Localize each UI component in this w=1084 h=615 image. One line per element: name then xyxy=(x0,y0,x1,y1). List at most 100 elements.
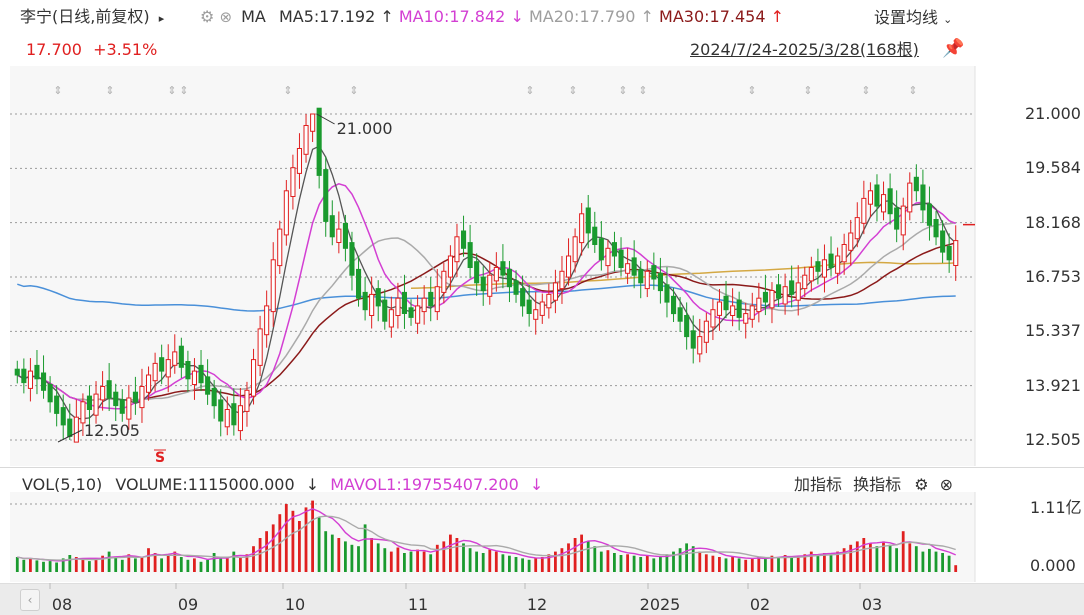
candle-body xyxy=(644,270,650,290)
settings-ma-label: 设置均线 xyxy=(874,8,939,27)
volume-bar xyxy=(22,559,26,572)
ma10-arrow: ↓ xyxy=(510,7,524,26)
volume-bar xyxy=(29,558,32,572)
volume-bar xyxy=(107,551,111,572)
x-tick-label: 10 xyxy=(284,595,306,614)
volume-bar xyxy=(501,554,505,572)
vol-label[interactable]: VOL(5,10) xyxy=(22,475,103,494)
volume-bar xyxy=(15,557,19,572)
y-tick-label: 12.505 xyxy=(1025,430,1081,449)
volume-bar xyxy=(488,549,492,572)
candle-body xyxy=(126,397,132,420)
candle-body xyxy=(47,384,53,403)
volume-bar xyxy=(855,541,859,572)
gear-icon[interactable]: ⚙ xyxy=(200,7,215,26)
candle-body xyxy=(500,261,506,276)
add-indicator-button[interactable]: 加指标 xyxy=(794,475,843,494)
mavol5-line xyxy=(17,508,956,562)
candle-body xyxy=(776,284,782,299)
volume-bar xyxy=(114,557,118,572)
volume-bar xyxy=(711,555,715,572)
event-marker-icon: ⇕ xyxy=(638,84,647,97)
volume-bar xyxy=(252,546,255,572)
volume-bar xyxy=(68,555,72,572)
volume-bar xyxy=(547,554,551,572)
close-circle-icon[interactable]: ⊗ xyxy=(219,8,233,26)
volume-bar xyxy=(193,558,196,572)
volume-bar xyxy=(88,561,91,572)
gear-icon[interactable]: ⚙ xyxy=(914,475,929,494)
candle-body xyxy=(861,197,867,224)
candle-body xyxy=(296,148,302,174)
candle-body xyxy=(874,184,880,207)
candle-body xyxy=(67,418,73,437)
volume-bar xyxy=(849,544,853,572)
volume-chart[interactable] xyxy=(0,492,1084,582)
candle-body xyxy=(566,255,572,278)
volume-bar xyxy=(468,548,472,572)
candle-body xyxy=(671,295,677,315)
volume-bar xyxy=(120,559,124,572)
volume-bar xyxy=(764,558,767,572)
volume-plot-area xyxy=(10,492,975,582)
x-tick-label: 12 xyxy=(526,595,548,614)
y-tick-label: 19.584 xyxy=(1025,158,1081,178)
event-marker-icon: ⇕ xyxy=(525,84,534,97)
candle-body xyxy=(854,217,860,240)
candle-body xyxy=(434,286,440,313)
candle-body xyxy=(579,213,585,244)
mavol10-line xyxy=(17,515,956,561)
candle-body xyxy=(762,291,769,303)
ma20-arrow: ↑ xyxy=(640,7,654,26)
close-circle-icon[interactable]: ⊗ xyxy=(939,475,954,494)
average-cost-line xyxy=(410,261,956,290)
volume-bar xyxy=(619,555,623,572)
volume-bar xyxy=(357,546,360,572)
candle-body xyxy=(867,190,874,205)
volume-bar xyxy=(271,524,275,572)
volume-bar xyxy=(882,541,885,572)
candle-body xyxy=(480,276,486,292)
ma-label: MA xyxy=(241,7,266,26)
period-label[interactable]: (日线,前复权) xyxy=(52,7,150,26)
volume-bar xyxy=(396,547,400,572)
x-axis-bar[interactable] xyxy=(0,583,1084,615)
candle-body xyxy=(539,301,545,316)
ma10-value: MA10:17.842 xyxy=(398,7,506,26)
ma30-value: MA30:17.454 xyxy=(659,7,766,26)
candle-body xyxy=(703,320,709,343)
candle-body xyxy=(572,236,578,263)
volume-bar xyxy=(179,557,183,572)
date-range[interactable]: 2024/7/24-2025/3/28(168根) xyxy=(690,40,919,59)
candle-body xyxy=(736,299,742,318)
candle-body xyxy=(638,268,644,284)
candle-body xyxy=(93,393,99,416)
volume-bar xyxy=(921,551,925,572)
volume-bar xyxy=(560,548,564,572)
candle-body xyxy=(533,309,539,320)
stock-name[interactable]: 李宁 xyxy=(20,7,53,26)
switch-indicator-button[interactable]: 换指标 xyxy=(853,475,902,494)
volume-bar xyxy=(225,558,229,572)
volume-bar xyxy=(869,543,872,572)
candle-body xyxy=(152,362,158,382)
pin-icon[interactable]: 📌 xyxy=(942,38,965,59)
volume-bar xyxy=(199,561,203,572)
candle-body xyxy=(165,359,171,378)
candle-body xyxy=(782,286,788,305)
volume-bar xyxy=(160,558,163,572)
settings-ma-button[interactable]: 设置均线 ⌄ xyxy=(874,8,952,30)
caret-right-icon[interactable]: ▸ xyxy=(158,12,165,25)
event-marker-icon: ⇕ xyxy=(53,84,62,97)
volume-bar xyxy=(173,551,177,572)
candle-body xyxy=(789,280,795,295)
scroll-left-icon[interactable]: ‹ xyxy=(20,589,40,611)
volume-bar xyxy=(508,555,511,572)
candle-body xyxy=(382,299,388,322)
indicator-controls: 加指标 换指标 ⚙ ⊗ xyxy=(794,475,953,495)
candle-body xyxy=(408,307,414,318)
candle-body xyxy=(60,407,66,426)
volume-bar xyxy=(895,548,898,572)
volume-bar xyxy=(947,555,951,572)
